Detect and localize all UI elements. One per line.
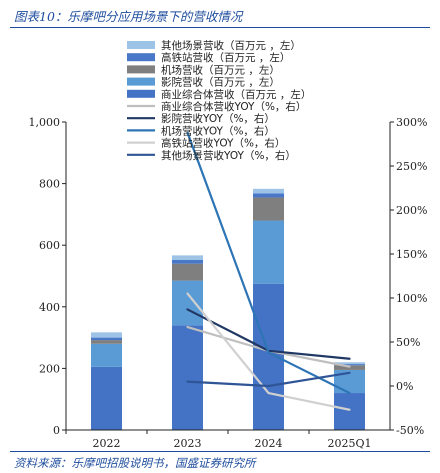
legend-swatch — [127, 65, 155, 74]
bar-0-2025Q1 — [334, 393, 365, 430]
legend-label: 机场营收YOY（%，右） — [161, 124, 275, 137]
legend-label: 商业综合体营收YOY（%，右） — [161, 100, 306, 113]
bar-2-2024 — [253, 197, 284, 221]
bar-0-2022 — [91, 366, 122, 430]
source-rule — [10, 451, 430, 452]
bar-3-2024 — [253, 193, 284, 198]
bar-4-2023 — [172, 255, 203, 260]
bar-4-2022 — [91, 332, 122, 338]
bar-3-2023 — [172, 259, 203, 264]
x-tick-label: 2025Q1 — [327, 437, 371, 450]
line-layer — [186, 131, 351, 411]
title-rule — [10, 27, 430, 28]
legend: 其他场景营收（百万元 ，左）高铁站营收（百万元 ，左）机场营收（百万元 ，左）影… — [127, 39, 311, 162]
right-tick-label: -50% — [396, 424, 424, 437]
left-tick-label: 600 — [39, 239, 60, 252]
x-tick-label: 2022 — [93, 437, 121, 450]
source-note: 资料来源：乐摩吧招股说明书，国盛证券研究所 — [14, 456, 256, 470]
bar-4-2024 — [253, 188, 284, 194]
legend-label: 高铁站营收（百万元 ，左） — [161, 51, 290, 64]
legend-swatch — [127, 89, 155, 98]
right-tick-label: 0% — [396, 380, 413, 393]
right-tick-label: 50% — [396, 336, 420, 349]
legend-label: 机场营收（百万元 ，左） — [161, 63, 280, 76]
bar-4-2025Q1 — [334, 362, 365, 365]
figure-title: 图表10：乐摩吧分应用场景下的营收情况 — [14, 9, 243, 24]
bar-1-2025Q1 — [334, 369, 365, 394]
line-series-3 — [186, 292, 351, 411]
axes-layer: 0 200 400 600 800 1,000 -50% 0% 50% 100% 150% 200% 2… — [29, 116, 428, 450]
legend-swatch — [127, 77, 155, 86]
legend-label: 商业综合体营收（百万元 ，左） — [161, 88, 311, 101]
legend-swatch — [127, 53, 155, 62]
legend-label: 其他场景营收YOY（%，右） — [161, 149, 296, 162]
left-tick-label: 1,000 — [29, 116, 61, 129]
x-tick-label: 2023 — [174, 437, 202, 450]
left-tick-label: 400 — [39, 301, 60, 314]
bar-3-2022 — [91, 337, 122, 341]
left-tick-label: 800 — [39, 178, 60, 191]
legend-label: 影院营收YOY（%，右） — [161, 112, 275, 125]
right-tick-label: 200% — [396, 204, 427, 217]
right-tick-label: 150% — [396, 248, 427, 261]
bar-layer — [91, 188, 365, 430]
legend-label: 影院营收（百万元 ，左） — [161, 76, 280, 89]
bar-1-2022 — [91, 343, 122, 367]
bar-2-2022 — [91, 340, 122, 344]
left-tick-label: 0 — [53, 424, 60, 437]
left-tick-label: 200 — [39, 362, 60, 375]
legend-label: 高铁站营收YOY（%，右） — [161, 137, 285, 150]
right-tick-label: 300% — [396, 116, 427, 129]
bar-1-2024 — [253, 220, 284, 284]
bar-1-2023 — [172, 280, 203, 326]
legend-swatch — [127, 41, 155, 49]
right-tick-label: 250% — [396, 160, 427, 173]
bar-0-2023 — [172, 325, 203, 430]
x-tick-label: 2024 — [255, 437, 283, 450]
right-tick-label: 100% — [396, 292, 427, 305]
bar-2-2023 — [172, 263, 203, 281]
bar-3-2025Q1 — [334, 364, 365, 366]
line-series-4 — [186, 371, 351, 388]
line-series-2 — [186, 131, 351, 395]
legend-label: 其他场景营收（百万元 ，左） — [161, 39, 301, 52]
